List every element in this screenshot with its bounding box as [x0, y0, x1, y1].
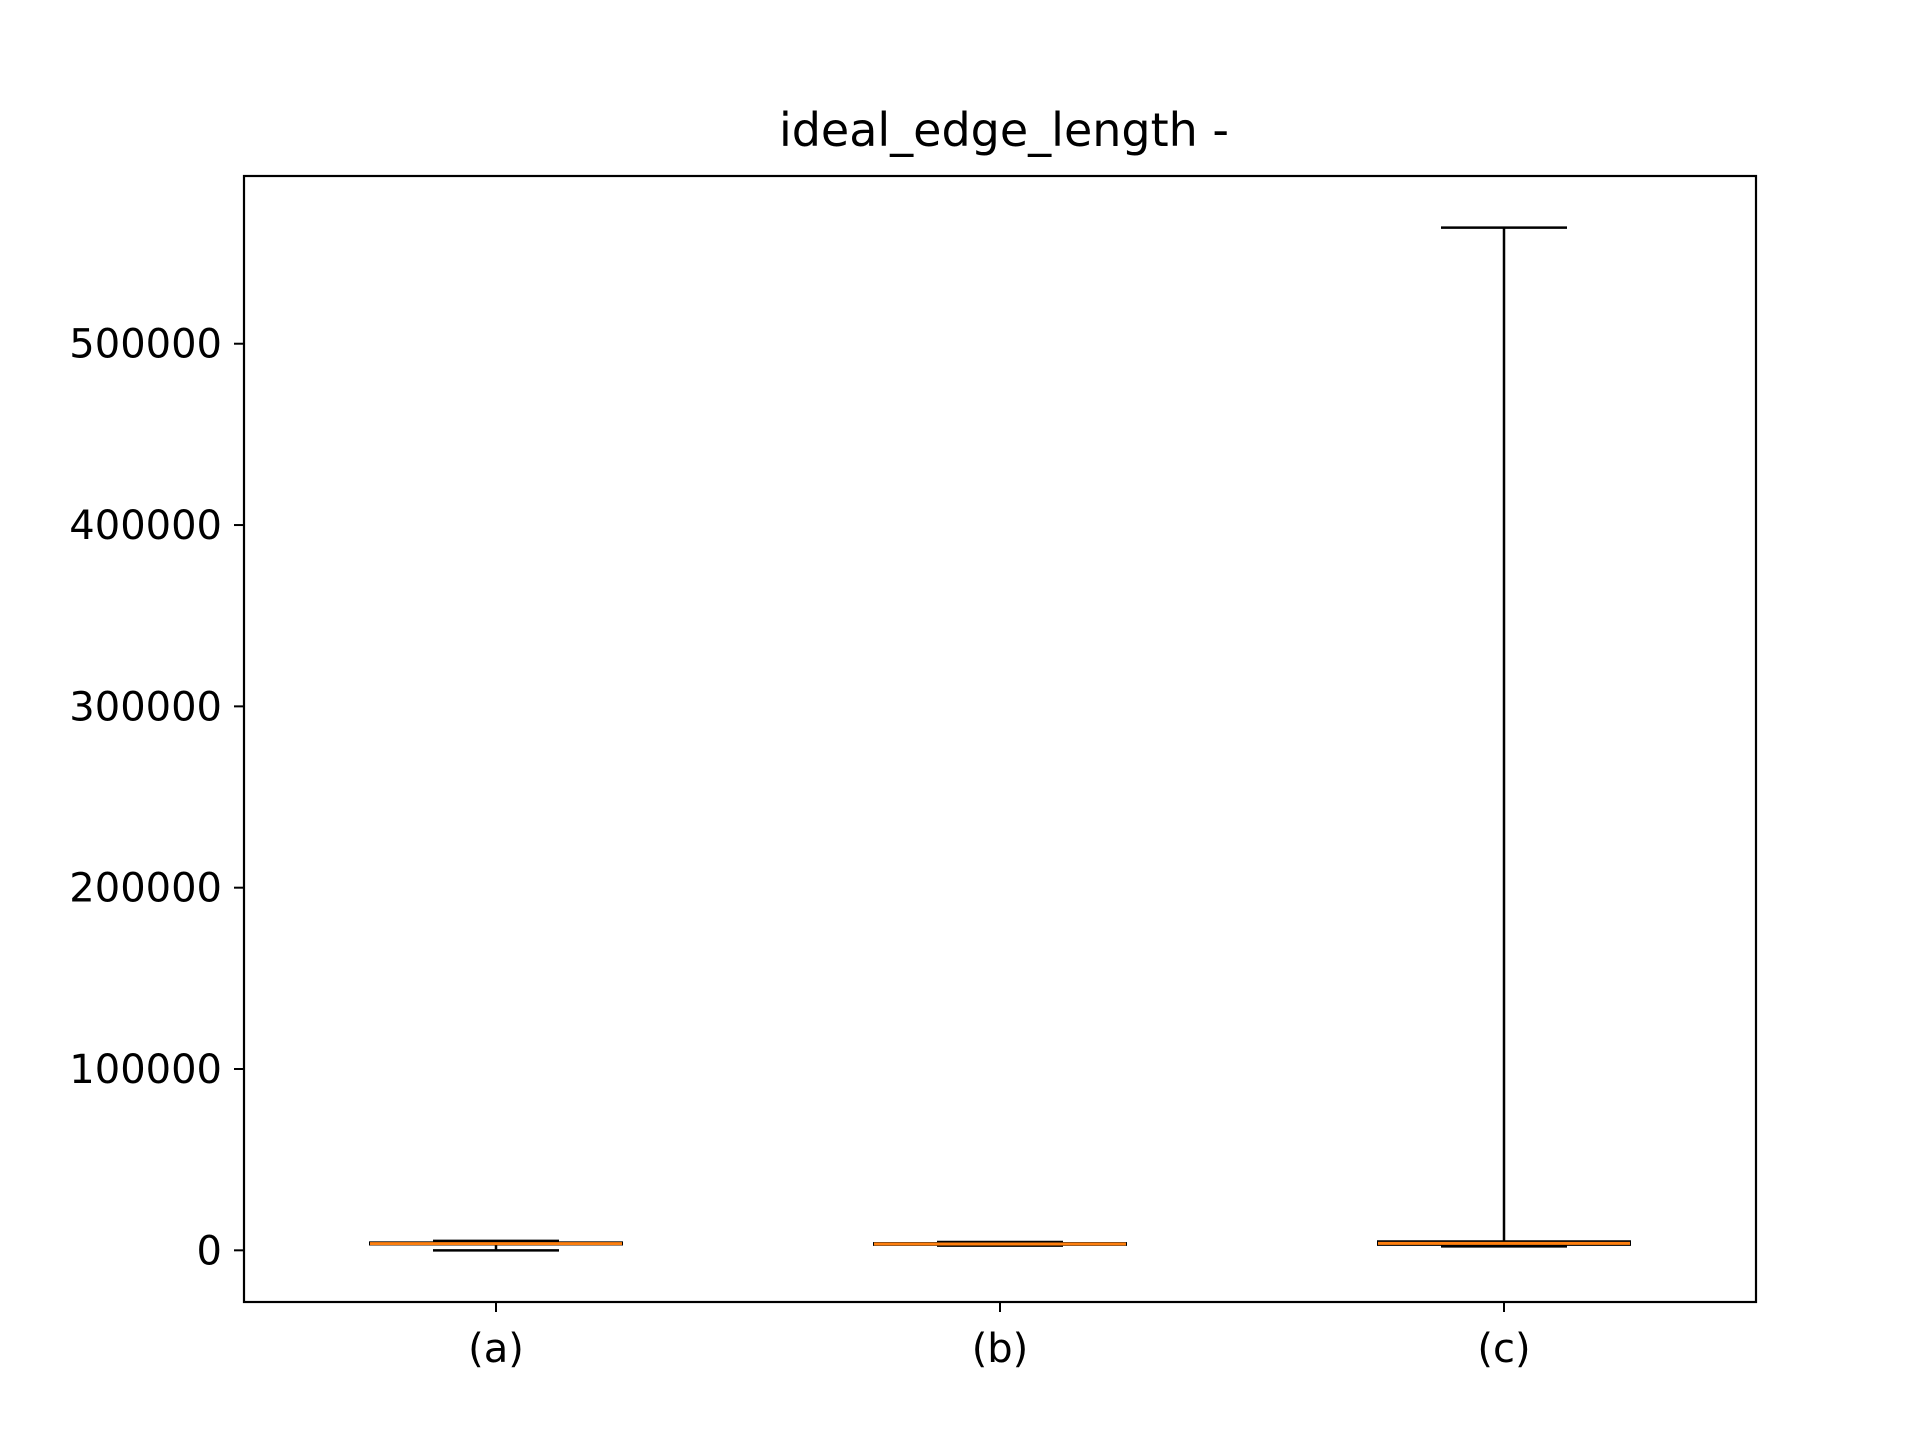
y-tick-label: 400000 — [69, 503, 222, 549]
y-tick-label: 0 — [197, 1228, 222, 1274]
x-tick-label: (b) — [972, 1326, 1029, 1372]
y-tick-label: 500000 — [69, 322, 222, 368]
y-tick-label: 100000 — [69, 1047, 222, 1093]
plot-area: 0 100000 200000 300000 400000 500000 (a) (b) (c) — [69, 174, 1758, 1372]
x-tick-label: (c) — [1477, 1326, 1530, 1372]
chart-title: ideal_edge_length - — [779, 103, 1229, 157]
y-tick-label: 200000 — [69, 866, 222, 912]
x-tick-label: (a) — [468, 1326, 524, 1372]
y-tick-label: 300000 — [69, 684, 222, 730]
